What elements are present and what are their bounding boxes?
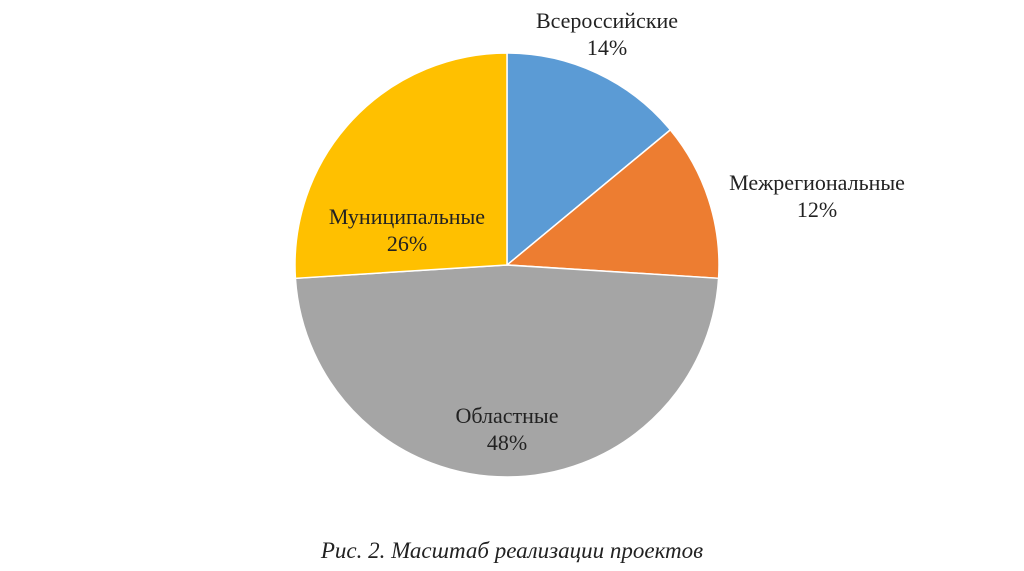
pie-labels: Всероссийские 14% Межрегиональные 12% Област… <box>329 8 905 455</box>
slice-category-label: Межрегиональные <box>729 170 905 195</box>
slice-label-1: Всероссийские 14% <box>536 8 678 60</box>
pie-slices <box>294 52 720 478</box>
slice-label-4: Муниципальные 26% <box>329 204 485 256</box>
pie-chart-svg: Всероссийские 14% Межрегиональные 12% Област… <box>294 8 905 478</box>
slice-percent-label: 14% <box>587 35 627 60</box>
pie-slice-3 <box>294 264 720 478</box>
pie-slice-2 <box>505 128 720 280</box>
pie-slice-1 <box>506 52 672 267</box>
slice-label-2: Межрегиональные 12% <box>729 170 905 222</box>
slice-category-label: Всероссийские <box>536 8 678 33</box>
slice-label-3: Областные 48% <box>456 403 559 455</box>
slice-category-label: Муниципальные <box>329 204 485 229</box>
figure-caption: Рис. 2. Масштаб реализации проектов <box>320 538 704 563</box>
slice-percent-label: 26% <box>387 231 427 256</box>
slice-percent-label: 48% <box>487 430 527 455</box>
pie-slice-4 <box>294 52 508 280</box>
slice-percent-label: 12% <box>797 197 837 222</box>
slice-category-label: Областные <box>456 403 559 428</box>
